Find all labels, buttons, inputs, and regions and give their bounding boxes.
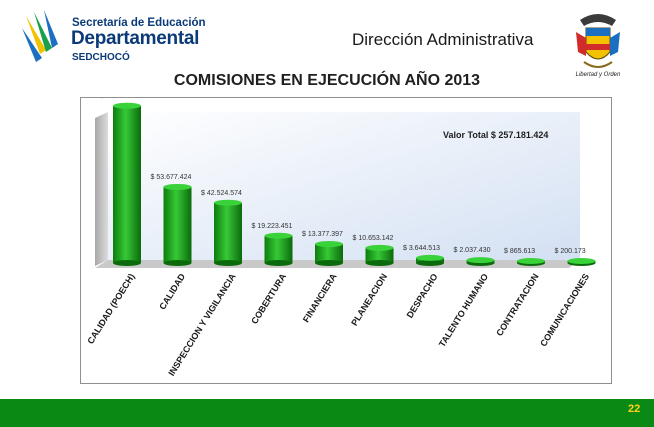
bar-body (264, 235, 293, 263)
data-label: $ 53.677.424 (151, 174, 192, 181)
bar-cap (466, 257, 495, 264)
logo-line-1: Secretaría de Educación (72, 17, 206, 29)
slide-title: COMISIONES EN EJECUCIÓN AÑO 2013 (173, 72, 481, 89)
logo-emblem-icon (22, 10, 58, 62)
page-number: 22 (628, 403, 641, 415)
bar (365, 244, 394, 266)
bar-base (113, 260, 141, 266)
total-annotation: Valor Total $ 257.181.424 (443, 130, 548, 140)
bar (113, 102, 141, 266)
bar-cap (315, 241, 343, 248)
category-label: PLANEACION (349, 272, 389, 328)
data-label: $ 865.613 (504, 248, 535, 255)
category-label: CONTRATACION (494, 272, 540, 338)
bar-base (264, 260, 293, 266)
bar-chart-svg: $ 110.964.707 $ 53.677.424 $ 42.524.574 $ 1… (85, 98, 596, 378)
category-label: COMUNICACIONES (538, 272, 591, 349)
sedchoco-logo: Secretaría de Educación Departamental SE… (22, 10, 222, 68)
category-label: COBERTURA (249, 271, 288, 325)
bar-cap (517, 258, 545, 264)
bar-base (214, 260, 242, 266)
bar (264, 232, 293, 266)
category-label: FINANCIERA (301, 271, 339, 324)
chart-side-wall (95, 112, 108, 266)
data-label: $ 2.037.430 (454, 247, 491, 254)
coat-of-arms-icon (576, 14, 620, 68)
bar (567, 258, 596, 266)
category-label: TALENTO HUMANO (437, 272, 490, 349)
data-label: $ 10.653.142 (353, 235, 394, 242)
bar-base (416, 260, 444, 266)
bar-body (163, 186, 192, 263)
bar-base (315, 260, 343, 266)
header-right-title: Dirección Administrativa (352, 30, 534, 49)
bar-cap (113, 102, 141, 109)
category-label: DESPACHO (405, 272, 440, 320)
bar-body (113, 105, 141, 264)
data-label: $ 19.223.451 (252, 223, 293, 230)
bar-cap (264, 232, 293, 239)
data-label: $ 13.377.397 (302, 231, 343, 238)
bar-chart: $ 110.964.707 $ 53.677.424 $ 42.524.574 $ 1… (80, 97, 612, 384)
bar-cap (365, 244, 394, 251)
data-label: $ 42.524.574 (201, 190, 242, 197)
bar-base (365, 260, 394, 266)
bar-cap (567, 258, 596, 264)
bar (315, 241, 343, 266)
bar (466, 257, 495, 266)
crest-caption: Libertad y Orden (575, 72, 621, 78)
bar-cap (163, 183, 192, 190)
bar-body (214, 202, 242, 263)
logo-line-2: Departamental (71, 28, 200, 49)
category-label: CALIDAD (POECH) (85, 272, 136, 346)
bar (517, 258, 545, 266)
bar-body (365, 247, 394, 263)
bar (416, 254, 444, 266)
bar (214, 199, 242, 266)
footer-bar (0, 399, 654, 427)
bar-body (315, 244, 343, 263)
bar (163, 183, 192, 266)
category-label: CALIDAD (157, 271, 187, 311)
data-label: $ 3.644.513 (403, 245, 440, 252)
bar-base (163, 260, 192, 266)
logo-line-3: SEDCHOCÓ (72, 52, 130, 63)
data-label: $ 200.173 (555, 248, 586, 255)
bar-cap (214, 199, 242, 206)
bar-cap (416, 254, 444, 261)
data-label: $ 110.964.707 (100, 98, 144, 100)
